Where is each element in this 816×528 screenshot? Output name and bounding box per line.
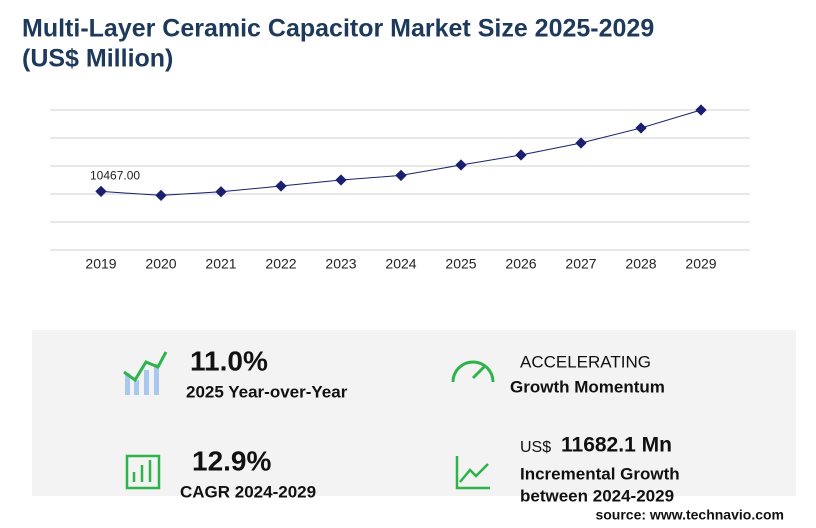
stat-label: between 2024-2029 bbox=[520, 486, 674, 505]
line bbox=[100, 109, 702, 196]
stat-value: 12.9% bbox=[192, 445, 271, 476]
x-tick-label: 2029 bbox=[685, 256, 716, 272]
stat-prefix: US$ bbox=[520, 439, 551, 456]
stat-label: 2025 Year-over-Year bbox=[186, 382, 348, 401]
icon bbox=[455, 456, 490, 490]
x-tick-label: 2028 bbox=[625, 256, 656, 272]
stat-value: ACCELERATING bbox=[520, 352, 651, 371]
plot: 2019 2020 2021 2022 2023 2024 2025 2026 2027 2028… bbox=[50, 104, 750, 272]
stat-label: CAGR 2024-2029 bbox=[180, 482, 316, 501]
marker bbox=[695, 104, 707, 116]
stat-value: 11682.1 Mn bbox=[561, 434, 672, 457]
x-tick-label: 2024 bbox=[385, 256, 416, 272]
x-tick-label: 2021 bbox=[205, 256, 236, 272]
chart-subtitle: (US$ Million) bbox=[22, 45, 173, 73]
marker bbox=[215, 186, 227, 198]
x-tick-label: 2019 bbox=[85, 256, 116, 272]
marker bbox=[635, 122, 647, 134]
marker bbox=[395, 169, 407, 182]
stat-label: Growth Momentum bbox=[510, 377, 665, 396]
stat-label: Incremental Growth bbox=[520, 464, 680, 483]
stat-value: 11.0% bbox=[190, 345, 268, 376]
icon bbox=[123, 351, 168, 395]
chart-title: Multi-Layer Ceramic Capacitor Market Siz… bbox=[22, 15, 654, 43]
marker bbox=[515, 149, 527, 161]
x-tick-label: 2027 bbox=[565, 256, 596, 272]
x-tick-label: 2026 bbox=[505, 256, 536, 272]
data-label: 10467.00 bbox=[90, 169, 140, 183]
stats-panel bbox=[32, 330, 796, 496]
marker bbox=[335, 174, 347, 186]
icon bbox=[125, 454, 161, 490]
marker bbox=[575, 137, 587, 149]
x-tick-label: 2022 bbox=[265, 256, 296, 272]
marker bbox=[95, 185, 107, 198]
x-tick-label: 2025 bbox=[445, 256, 476, 272]
marker bbox=[155, 189, 167, 202]
source: source: www.technavio.com bbox=[595, 507, 784, 523]
marker bbox=[455, 159, 467, 171]
x-tick-label: 2020 bbox=[145, 256, 176, 272]
x-tick-label: 2023 bbox=[325, 256, 356, 272]
marker bbox=[275, 180, 287, 192]
icon bbox=[451, 360, 495, 383]
